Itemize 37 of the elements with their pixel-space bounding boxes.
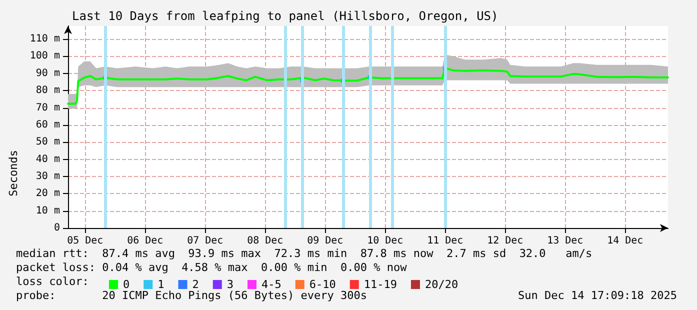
x-tick-label: 13 Dec [547, 236, 584, 246]
x-tick-label: 10 Dec [367, 236, 404, 246]
chart-title: Last 10 Days from leafping to panel (Hillsboro, Oregon, US) [72, 9, 498, 23]
legend-label: 4-5 [261, 278, 282, 291]
text: median rtt: 87.4 ms avg 93.9 ms max 72.3 ms min 87.8 ms now 2.7 ms sd 32.0 am/s [16, 247, 592, 260]
legend-label: 20/20 [424, 278, 458, 291]
y-axis-title: Seconds [7, 150, 20, 196]
y-tick-label: 100 m [30, 50, 60, 62]
y-tick-label: 50 m [36, 136, 60, 148]
x-tick-label: 06 Dec [127, 236, 164, 246]
y-tick-label: 0 [54, 222, 60, 234]
legend-label: 11-19 [364, 278, 397, 291]
y-tick-label: 20 m [36, 188, 60, 200]
y-tick-label: 30 m [36, 170, 60, 182]
y-tick-label: 110 m [30, 34, 60, 45]
y-tick-label: 10 m [36, 205, 60, 216]
legend-label: 3 [226, 278, 234, 291]
x-tick-label: 14 Dec [607, 236, 644, 246]
legend-label: 6-10 [309, 278, 336, 291]
x-tick-label: 11 Dec [427, 236, 464, 246]
legend-label: 1 [158, 278, 164, 291]
text: probe: 20 ICMP Echo Pings (56 Bytes) every 300s [16, 289, 367, 302]
y-tick-label: 90 m [36, 68, 60, 79]
y-tick-label: 70 m [36, 102, 60, 114]
legend-label: 2 [192, 278, 199, 291]
text: Sun Dec 14 17:09:18 2025 [518, 289, 678, 302]
legend-label: 0 [123, 278, 130, 291]
y-tick-label: 60 m [36, 119, 60, 130]
text: packet loss: 0.04 % avg 4.58 % max 0.00 % min 0.00 % now [16, 261, 408, 274]
x-tick-label: 08 Dec [247, 236, 284, 246]
legend-title: loss color: [16, 275, 89, 288]
y-tick-label: 80 m [36, 85, 60, 96]
x-tick-label: 12 Dec [487, 236, 524, 246]
x-tick-label: 09 Dec [307, 236, 344, 246]
x-tick-label: 07 Dec [187, 236, 224, 246]
x-tick-label: 05 Dec [67, 236, 104, 246]
y-tick-label: 40 m [36, 154, 60, 165]
